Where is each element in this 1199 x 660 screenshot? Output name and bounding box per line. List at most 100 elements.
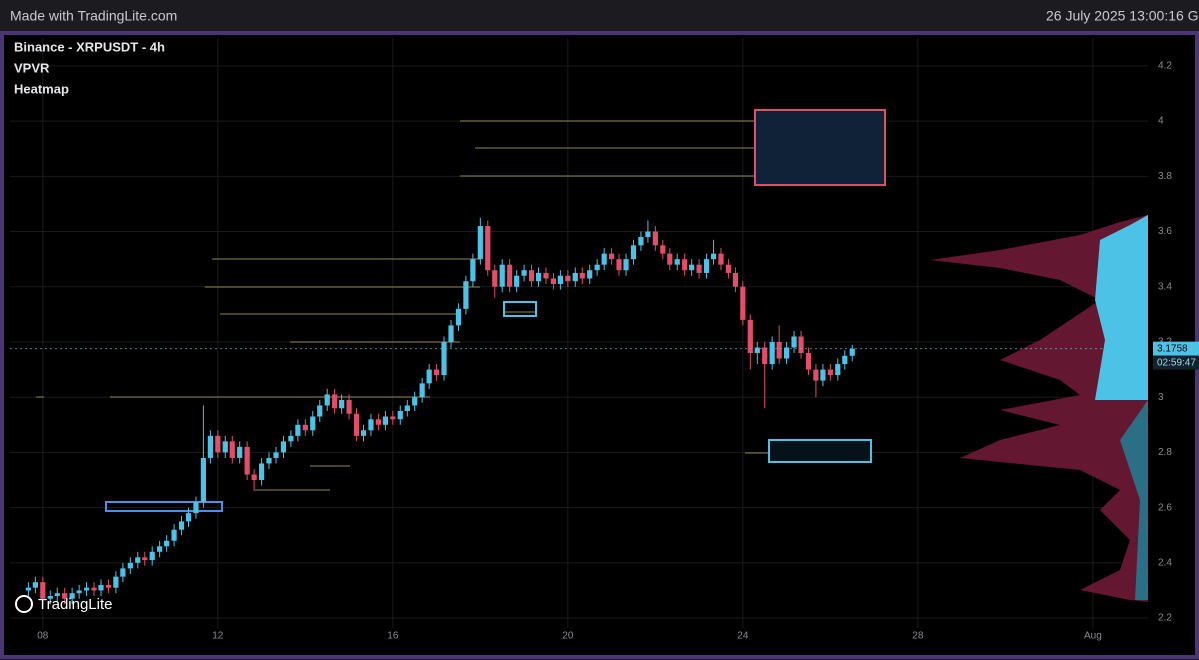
candle-body — [674, 259, 680, 265]
candle-body — [514, 275, 520, 287]
zone-box — [503, 301, 537, 317]
zone-box — [768, 439, 872, 463]
candle-body — [185, 513, 192, 522]
candle-body — [645, 231, 651, 238]
x-tick-label: 20 — [562, 631, 574, 642]
last-price-label: 3.1758 — [1157, 343, 1188, 354]
candle-body — [47, 595, 53, 599]
watermark: TradingLite — [15, 595, 113, 613]
candles — [25, 217, 855, 605]
candle-body — [710, 253, 717, 260]
candle-body — [557, 275, 564, 284]
volume-profile — [930, 215, 1148, 602]
candle-body — [477, 226, 483, 260]
candle-body — [470, 259, 476, 282]
timestamp: 26 July 2025 13:00:16 GMT+4 — [1046, 8, 1199, 24]
candle-body — [215, 435, 221, 453]
candle-body — [820, 369, 826, 381]
candle-body — [200, 457, 206, 503]
y-tick-label: 2.6 — [1158, 502, 1172, 513]
candle-body — [579, 272, 585, 279]
candle-body — [499, 264, 505, 287]
axes: 2.22.42.62.833.23.43.63.844.208121620242… — [10, 61, 1199, 642]
candle-body — [302, 424, 308, 431]
candle-body — [142, 557, 148, 561]
candle-body — [76, 590, 82, 594]
candle-body — [288, 435, 294, 442]
candle-body — [433, 369, 440, 376]
candle-body — [69, 593, 75, 599]
candle-body — [784, 347, 790, 359]
profile-outer — [930, 215, 1148, 602]
candle-body — [273, 452, 279, 458]
candle-body — [842, 355, 848, 365]
candle-body — [83, 587, 90, 591]
candle-body — [368, 419, 374, 431]
y-tick-label: 2.4 — [1158, 557, 1172, 568]
x-tick-label: 24 — [737, 631, 749, 642]
last-price-badge — [1153, 341, 1199, 356]
candle-body — [769, 341, 775, 365]
candle-body — [397, 410, 403, 420]
candle-body — [747, 319, 753, 354]
y-tick-label: 4.2 — [1158, 61, 1172, 72]
candle-body — [317, 405, 323, 417]
candle-body — [587, 270, 593, 279]
candle-body — [171, 529, 177, 541]
y-tick-label: 3.4 — [1158, 281, 1172, 292]
brand-text: Made with TradingLite.com — [10, 8, 177, 24]
zones — [105, 109, 886, 512]
candle-body — [535, 272, 542, 282]
profile-value-area — [1095, 215, 1148, 400]
candle-body — [105, 584, 112, 588]
candle-body — [127, 562, 133, 569]
candle-body — [652, 231, 658, 246]
candle-body — [258, 463, 265, 481]
candle-body — [616, 259, 622, 271]
candle-body — [207, 435, 213, 458]
candle-body — [295, 424, 301, 436]
y-tick-label: 2.8 — [1158, 447, 1172, 458]
candle-body — [638, 237, 644, 246]
candle-body — [229, 441, 235, 458]
candle-body — [623, 259, 629, 271]
x-tick-label: 08 — [37, 631, 49, 642]
countdown-label: 02:59:47 — [1157, 357, 1196, 368]
candle-body — [492, 270, 498, 287]
candle-body — [98, 584, 104, 591]
candle-body — [40, 582, 46, 599]
candle-body — [193, 502, 199, 514]
candle-body — [805, 353, 812, 370]
candle-body — [718, 253, 724, 265]
zone-box — [105, 501, 223, 512]
candle-body — [157, 546, 163, 552]
candle-body — [441, 341, 447, 376]
candle-body — [754, 347, 760, 354]
candle-body — [827, 369, 833, 376]
candle-body — [149, 551, 155, 561]
candle-body — [332, 394, 338, 409]
x-tick-label: 16 — [387, 631, 399, 642]
candle-body — [813, 369, 819, 381]
zone-box — [754, 109, 886, 186]
candle-body — [178, 521, 185, 530]
candle-body — [543, 272, 549, 279]
candle-body — [346, 399, 352, 414]
x-tick-label: 28 — [912, 631, 924, 642]
candle-body — [360, 430, 367, 436]
legend-line: Heatmap — [14, 81, 69, 96]
candle-body — [521, 270, 527, 276]
candle-body — [696, 264, 702, 273]
candle-body — [251, 474, 257, 481]
candle-body — [164, 540, 170, 547]
y-tick-label: 3.8 — [1158, 171, 1172, 182]
candle-body — [62, 593, 68, 599]
x-tick-label: 12 — [212, 631, 224, 642]
candle-body — [485, 226, 491, 271]
candle-body — [776, 341, 782, 359]
candle-body — [339, 399, 345, 409]
candle-body — [798, 336, 804, 354]
candle-body — [762, 347, 768, 365]
